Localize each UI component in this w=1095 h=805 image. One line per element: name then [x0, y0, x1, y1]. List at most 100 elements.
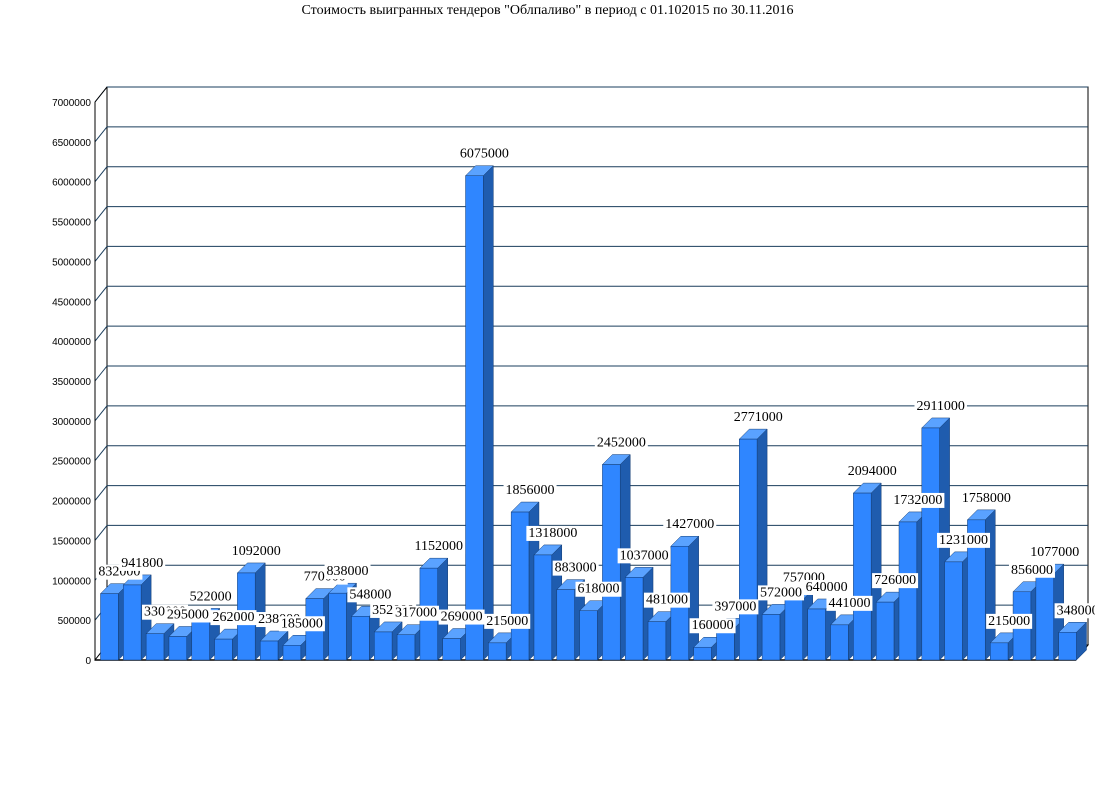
- gridline-depth: [94, 126, 108, 143]
- y-tick-label: 1000000: [52, 576, 91, 587]
- data-label-bg: [1008, 562, 1055, 578]
- data-label-bg: [1054, 603, 1095, 619]
- bar-front: [374, 631, 393, 661]
- data-label-text: 838000: [327, 564, 369, 579]
- data-label-17: 6075000: [457, 146, 511, 162]
- bar-front: [259, 640, 279, 661]
- data-label-bg: [324, 564, 371, 580]
- bar-front: [990, 642, 1009, 661]
- bar-front: [853, 492, 872, 661]
- y-tick-label: 5000000: [52, 257, 91, 268]
- bar-37: [921, 417, 951, 661]
- data-label-bg: [845, 464, 899, 480]
- bar-front: [396, 634, 416, 661]
- data-label-43: 348000: [1054, 603, 1095, 619]
- data-label-text: 941800: [121, 556, 163, 571]
- bar-front: [784, 599, 803, 661]
- data-label-text: 1152000: [415, 539, 463, 554]
- data-label-11: 838000: [324, 564, 371, 580]
- bar-front: [875, 601, 895, 661]
- data-label-34: 2094000: [845, 464, 899, 480]
- data-label-text: 441000: [828, 596, 870, 611]
- bar-front: [602, 464, 621, 661]
- gridline-depth: [94, 325, 108, 342]
- data-label-bg: [663, 517, 717, 533]
- data-label-text: 726000: [874, 573, 916, 588]
- data-label-bg: [826, 595, 873, 611]
- y-tick-label: 7000000: [52, 98, 91, 109]
- y-tick-label: 1500000: [52, 536, 91, 547]
- y-tick-label: 4500000: [52, 297, 91, 308]
- data-label-bg: [229, 543, 283, 559]
- data-label-text: 618000: [578, 582, 620, 597]
- data-label-bg: [959, 490, 1013, 506]
- data-label-28: 397000: [712, 599, 759, 615]
- bar-front: [168, 636, 187, 661]
- y-tick-label: 0: [85, 656, 91, 667]
- data-label-bg: [119, 555, 166, 571]
- chart-title: Стоимость выигранных тендеров "Облпаливо…: [301, 3, 794, 18]
- bar-front: [123, 584, 142, 661]
- bar-front: [921, 427, 940, 661]
- data-label-6: 262000: [210, 610, 257, 626]
- data-label-text: 572000: [760, 585, 802, 600]
- y-tick-label: 6500000: [52, 138, 91, 149]
- bar-43: [1058, 621, 1088, 661]
- data-label-bg: [891, 492, 945, 508]
- data-label-33: 441000: [826, 595, 873, 611]
- data-label-19: 1856000: [503, 483, 557, 499]
- data-label-18: 215000: [484, 613, 531, 629]
- data-label-bg: [438, 609, 485, 625]
- data-label-bg: [872, 573, 919, 589]
- data-label-bg: [1028, 545, 1082, 561]
- data-label-bg: [731, 410, 785, 426]
- data-label-text: 397000: [714, 599, 756, 614]
- data-label-bg: [392, 605, 439, 621]
- data-label-text: 1037000: [620, 548, 669, 563]
- data-label-bg: [457, 146, 511, 162]
- data-label-41: 856000: [1008, 562, 1055, 578]
- data-label-5: 522000: [187, 589, 234, 605]
- data-label-bg: [986, 613, 1033, 629]
- data-label-39: 1758000: [959, 490, 1013, 506]
- bar-front: [510, 511, 530, 661]
- bar-8: [259, 630, 289, 661]
- wall-edge: [94, 86, 108, 103]
- gridline-depth: [94, 405, 108, 422]
- bar-side: [483, 165, 494, 661]
- data-label-35: 726000: [872, 573, 919, 589]
- bar-front: [214, 638, 233, 661]
- data-label-text: 883000: [555, 561, 597, 576]
- data-label-bg: [278, 616, 325, 632]
- data-label-32: 640000: [803, 579, 850, 595]
- data-label-text: 160000: [692, 618, 734, 633]
- data-label-text: 1758000: [962, 491, 1011, 506]
- bar-front: [1058, 632, 1077, 661]
- data-label-text: 2452000: [597, 436, 646, 451]
- data-label-text: 1077000: [1030, 545, 1079, 560]
- data-label-bg: [484, 613, 531, 629]
- bar-side: [688, 535, 699, 661]
- bar-front: [761, 614, 781, 661]
- gridline-depth: [94, 485, 108, 501]
- y-tick-label: 6000000: [52, 178, 91, 189]
- data-label-22: 618000: [575, 581, 622, 597]
- data-label-bg: [617, 548, 671, 564]
- data-label-37: 2911000: [914, 398, 967, 414]
- data-label-text: 856000: [1011, 563, 1053, 578]
- data-label-bg: [575, 581, 622, 597]
- data-label-text: 185000: [281, 616, 323, 631]
- data-label-bg: [937, 532, 991, 548]
- data-label-30: 572000: [758, 585, 805, 601]
- data-label-36: 1732000: [891, 492, 945, 508]
- data-label-15: 1152000: [412, 539, 466, 555]
- data-label-text: 2911000: [916, 399, 964, 414]
- y-tick-label: 2500000: [52, 457, 91, 468]
- data-label-text: 1318000: [528, 526, 577, 541]
- data-label-25: 481000: [643, 592, 690, 608]
- data-label-text: 215000: [988, 614, 1030, 629]
- data-label-26: 1427000: [663, 517, 717, 533]
- data-label-42: 1077000: [1028, 545, 1082, 561]
- data-label-bg: [526, 525, 580, 541]
- y-tick-label: 2000000: [52, 497, 91, 508]
